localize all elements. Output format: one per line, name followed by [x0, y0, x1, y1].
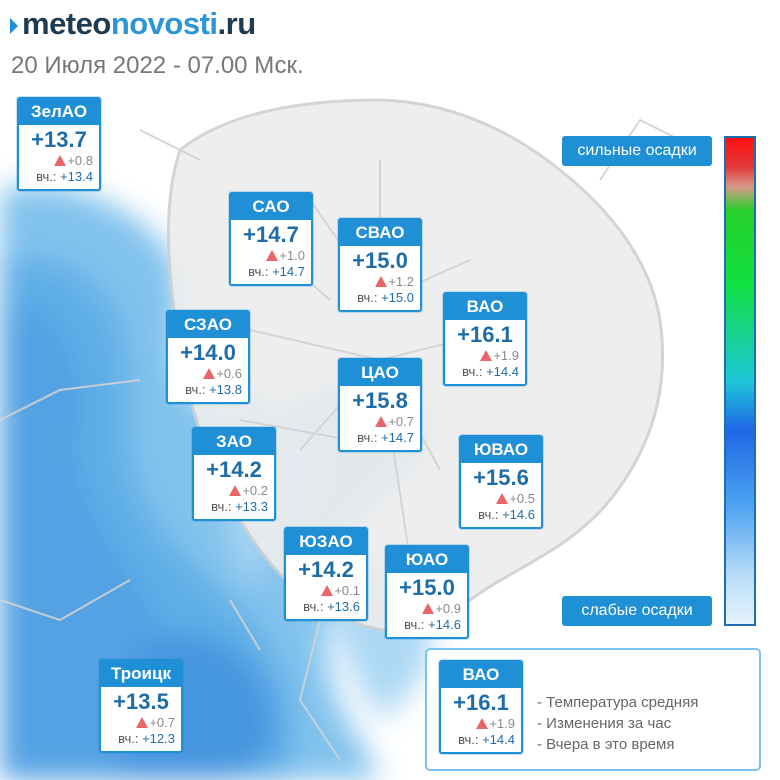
district-temperature: +14.7	[243, 222, 299, 247]
district-name: ЮАО	[387, 547, 467, 573]
rise-arrow-icon	[476, 718, 489, 729]
district-temperature: +15.6	[473, 465, 529, 490]
district-hourly-change: +0.5	[461, 491, 541, 507]
date-subtitle: 20 Июля 2022 - 07.00 Мск.	[11, 52, 304, 79]
district-temperature: +15.8	[352, 388, 408, 413]
district-card[interactable]: СВАО +15.0 +1.2 вч.: +15.0	[338, 218, 422, 312]
rise-arrow-icon	[480, 350, 493, 361]
legend-card-district: ВАО	[441, 662, 521, 688]
district-hourly-change: +0.2	[194, 483, 274, 499]
district-card[interactable]: ЗелАО +13.7 +0.8 вч.: +13.4	[17, 97, 101, 191]
light-precip-label: слабые осадки	[562, 596, 712, 626]
logo-text-part1: meteo	[22, 6, 111, 41]
district-name: САО	[231, 194, 311, 220]
district-temperature: +14.2	[298, 557, 354, 582]
district-name: СВАО	[340, 220, 420, 246]
district-hourly-change: +0.7	[101, 715, 181, 731]
district-name: ЗАО	[194, 429, 274, 455]
district-temperature: +15.0	[352, 248, 408, 273]
district-yesterday: вч.: +13.3	[211, 499, 268, 514]
legend-card-temperature: +16.1	[453, 690, 509, 715]
rise-arrow-icon	[203, 368, 216, 379]
district-yesterday: вч.: +13.8	[185, 382, 242, 397]
legend-box: ВАО +16.1 +1.9 вч.: +14.4 - Температура …	[425, 648, 761, 771]
logo-mark-icon	[10, 16, 20, 36]
district-yesterday: вч.: +14.7	[248, 264, 305, 279]
district-card[interactable]: СЗАО +14.0 +0.6 вч.: +13.8	[166, 310, 250, 404]
district-card[interactable]: ВАО +16.1 +1.9 вч.: +14.4	[443, 292, 527, 386]
district-name: ЮЗАО	[286, 529, 366, 555]
district-card[interactable]: ЮВАО +15.6 +0.5 вч.: +14.6	[459, 435, 543, 529]
district-temperature: +13.7	[31, 127, 87, 152]
district-hourly-change: +0.8	[19, 153, 99, 169]
legend-items: - Температура средняя - Изменения за час…	[537, 692, 698, 755]
district-temperature: +13.5	[113, 689, 169, 714]
district-name: СЗАО	[168, 312, 248, 338]
legend-card-yesterday: вч.: +14.4	[458, 732, 515, 747]
district-yesterday: вч.: +14.7	[357, 430, 414, 445]
legend-card-change: +1.9	[441, 716, 521, 732]
district-card[interactable]: ЗАО +14.2 +0.2 вч.: +13.3	[192, 427, 276, 521]
rise-arrow-icon	[266, 250, 279, 261]
district-hourly-change: +1.0	[231, 248, 311, 264]
district-yesterday: вч.: +13.4	[36, 169, 93, 184]
rise-arrow-icon	[422, 603, 435, 614]
district-name: Троицк	[101, 661, 181, 687]
district-card[interactable]: ЦАО +15.8 +0.7 вч.: +14.7	[338, 358, 422, 452]
district-card[interactable]: ЮАО +15.0 +0.9 вч.: +14.6	[385, 545, 469, 639]
district-temperature: +14.2	[206, 457, 262, 482]
district-hourly-change: +0.7	[340, 414, 420, 430]
rise-arrow-icon	[496, 493, 509, 504]
district-temperature: +14.0	[180, 340, 236, 365]
district-card[interactable]: САО +14.7 +1.0 вч.: +14.7	[229, 192, 313, 286]
rise-arrow-icon	[375, 416, 388, 427]
legend-item-change: - Изменения за час	[537, 715, 672, 732]
district-yesterday: вч.: +15.0	[357, 290, 414, 305]
site-logo[interactable]: meteonovosti.ru	[10, 6, 256, 42]
rise-arrow-icon	[136, 717, 149, 728]
rise-arrow-icon	[375, 276, 388, 287]
district-yesterday: вч.: +13.6	[303, 599, 360, 614]
district-hourly-change: +0.6	[168, 366, 248, 382]
precipitation-scale-bar	[724, 136, 756, 626]
legend-item-temperature: - Температура средняя	[537, 694, 699, 711]
district-hourly-change: +0.1	[286, 583, 366, 599]
logo-text-part2: novosti	[110, 6, 218, 41]
district-yesterday: вч.: +12.3	[118, 731, 175, 746]
legend-item-yesterday: - Вчера в это время	[537, 736, 675, 753]
heavy-precip-label: сильные осадки	[562, 136, 712, 166]
district-yesterday: вч.: +14.6	[478, 507, 535, 522]
district-temperature: +15.0	[399, 575, 455, 600]
district-card[interactable]: ЮЗАО +14.2 +0.1 вч.: +13.6	[284, 527, 368, 621]
district-yesterday: вч.: +14.4	[462, 364, 519, 379]
district-hourly-change: +0.9	[387, 601, 467, 617]
district-hourly-change: +1.2	[340, 274, 420, 290]
legend-sample-card: ВАО +16.1 +1.9 вч.: +14.4	[439, 660, 523, 754]
logo-text-part3: .ru	[217, 6, 257, 41]
rise-arrow-icon	[229, 485, 242, 496]
district-name: ЦАО	[340, 360, 420, 386]
rise-arrow-icon	[321, 585, 334, 596]
district-yesterday: вч.: +14.6	[404, 617, 461, 632]
district-card[interactable]: Троицк +13.5 +0.7 вч.: +12.3	[99, 659, 183, 753]
district-temperature: +16.1	[457, 322, 513, 347]
district-name: ЗелАО	[19, 99, 99, 125]
rise-arrow-icon	[54, 155, 67, 166]
district-hourly-change: +1.9	[445, 348, 525, 364]
district-name: ЮВАО	[461, 437, 541, 463]
district-name: ВАО	[445, 294, 525, 320]
